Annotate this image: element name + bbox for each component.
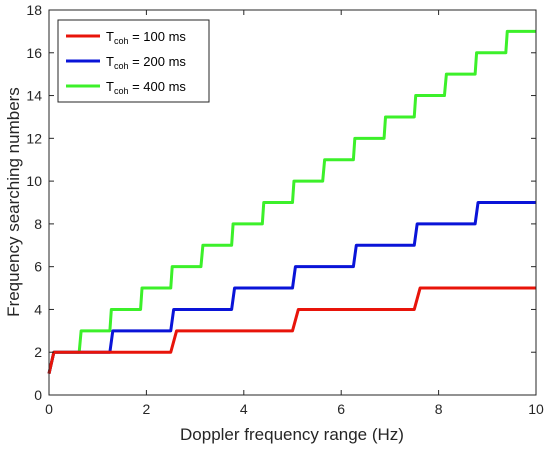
x-tick-label: 4 (240, 401, 248, 417)
y-tick-label: 4 (34, 301, 42, 317)
y-tick-label: 8 (34, 216, 42, 232)
y-tick-label: 2 (34, 344, 42, 360)
x-tick-label: 0 (45, 401, 53, 417)
y-axis-label: Frequency searching numbers (4, 87, 23, 317)
x-axis: 0 2 4 6 8 10 (45, 10, 544, 417)
y-tick-label: 16 (26, 45, 42, 61)
legend-label-100ms: Tcoh = 100 ms (106, 29, 186, 46)
plot-frame (48, 9, 537, 396)
y-tick-label: 10 (26, 173, 42, 189)
y-tick-label: 12 (26, 130, 42, 146)
y-tick-label: 18 (26, 2, 42, 18)
series-line-400ms (47, 29, 536, 374)
series-line-100ms (47, 286, 536, 374)
y-axis: 0 2 4 6 8 10 12 14 16 18 (26, 2, 536, 403)
legend-label-400ms: Tcoh = 400 ms (106, 79, 186, 96)
x-axis-label: Doppler frequency range (Hz) (180, 425, 404, 444)
legend: Tcoh = 100 ms Tcoh = 200 ms Tcoh = 400 m… (57, 19, 210, 103)
y-tick-label: 0 (34, 387, 42, 403)
series-layer (47, 29, 536, 374)
x-tick-label: 2 (143, 401, 151, 417)
legend-label-200ms: Tcoh = 200 ms (106, 54, 186, 71)
x-tick-label: 10 (528, 401, 544, 417)
x-tick-label: 6 (337, 401, 345, 417)
y-tick-label: 14 (26, 88, 42, 104)
y-tick-label: 6 (34, 259, 42, 275)
x-tick-label: 8 (435, 401, 443, 417)
